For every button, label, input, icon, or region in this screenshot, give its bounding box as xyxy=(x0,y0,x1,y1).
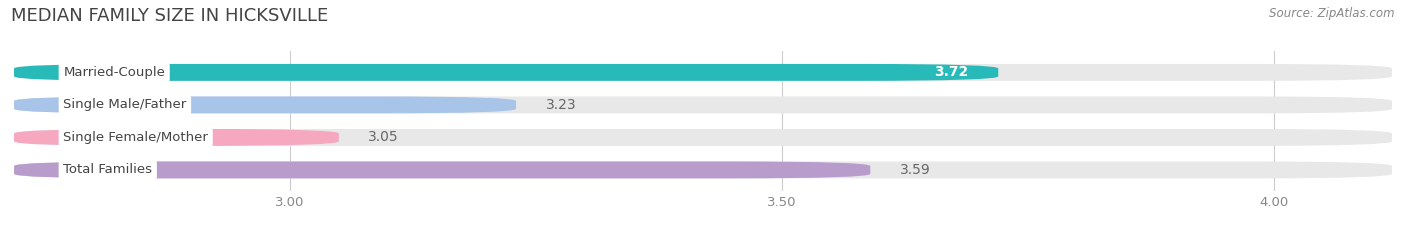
Text: Single Female/Mother: Single Female/Mother xyxy=(63,131,208,144)
Text: Single Male/Father: Single Male/Father xyxy=(63,98,187,111)
FancyBboxPatch shape xyxy=(14,161,870,178)
Text: 3.23: 3.23 xyxy=(546,98,576,112)
FancyBboxPatch shape xyxy=(14,96,1392,113)
Text: 3.72: 3.72 xyxy=(935,65,969,79)
Text: Married-Couple: Married-Couple xyxy=(63,66,165,79)
FancyBboxPatch shape xyxy=(14,129,339,146)
FancyBboxPatch shape xyxy=(14,161,1392,178)
Text: MEDIAN FAMILY SIZE IN HICKSVILLE: MEDIAN FAMILY SIZE IN HICKSVILLE xyxy=(11,7,329,25)
FancyBboxPatch shape xyxy=(14,64,1392,81)
FancyBboxPatch shape xyxy=(14,129,1392,146)
Text: Total Families: Total Families xyxy=(63,163,152,176)
FancyBboxPatch shape xyxy=(14,96,516,113)
FancyBboxPatch shape xyxy=(14,64,998,81)
Text: 3.59: 3.59 xyxy=(900,163,931,177)
Text: 3.05: 3.05 xyxy=(368,130,399,144)
Text: Source: ZipAtlas.com: Source: ZipAtlas.com xyxy=(1270,7,1395,20)
